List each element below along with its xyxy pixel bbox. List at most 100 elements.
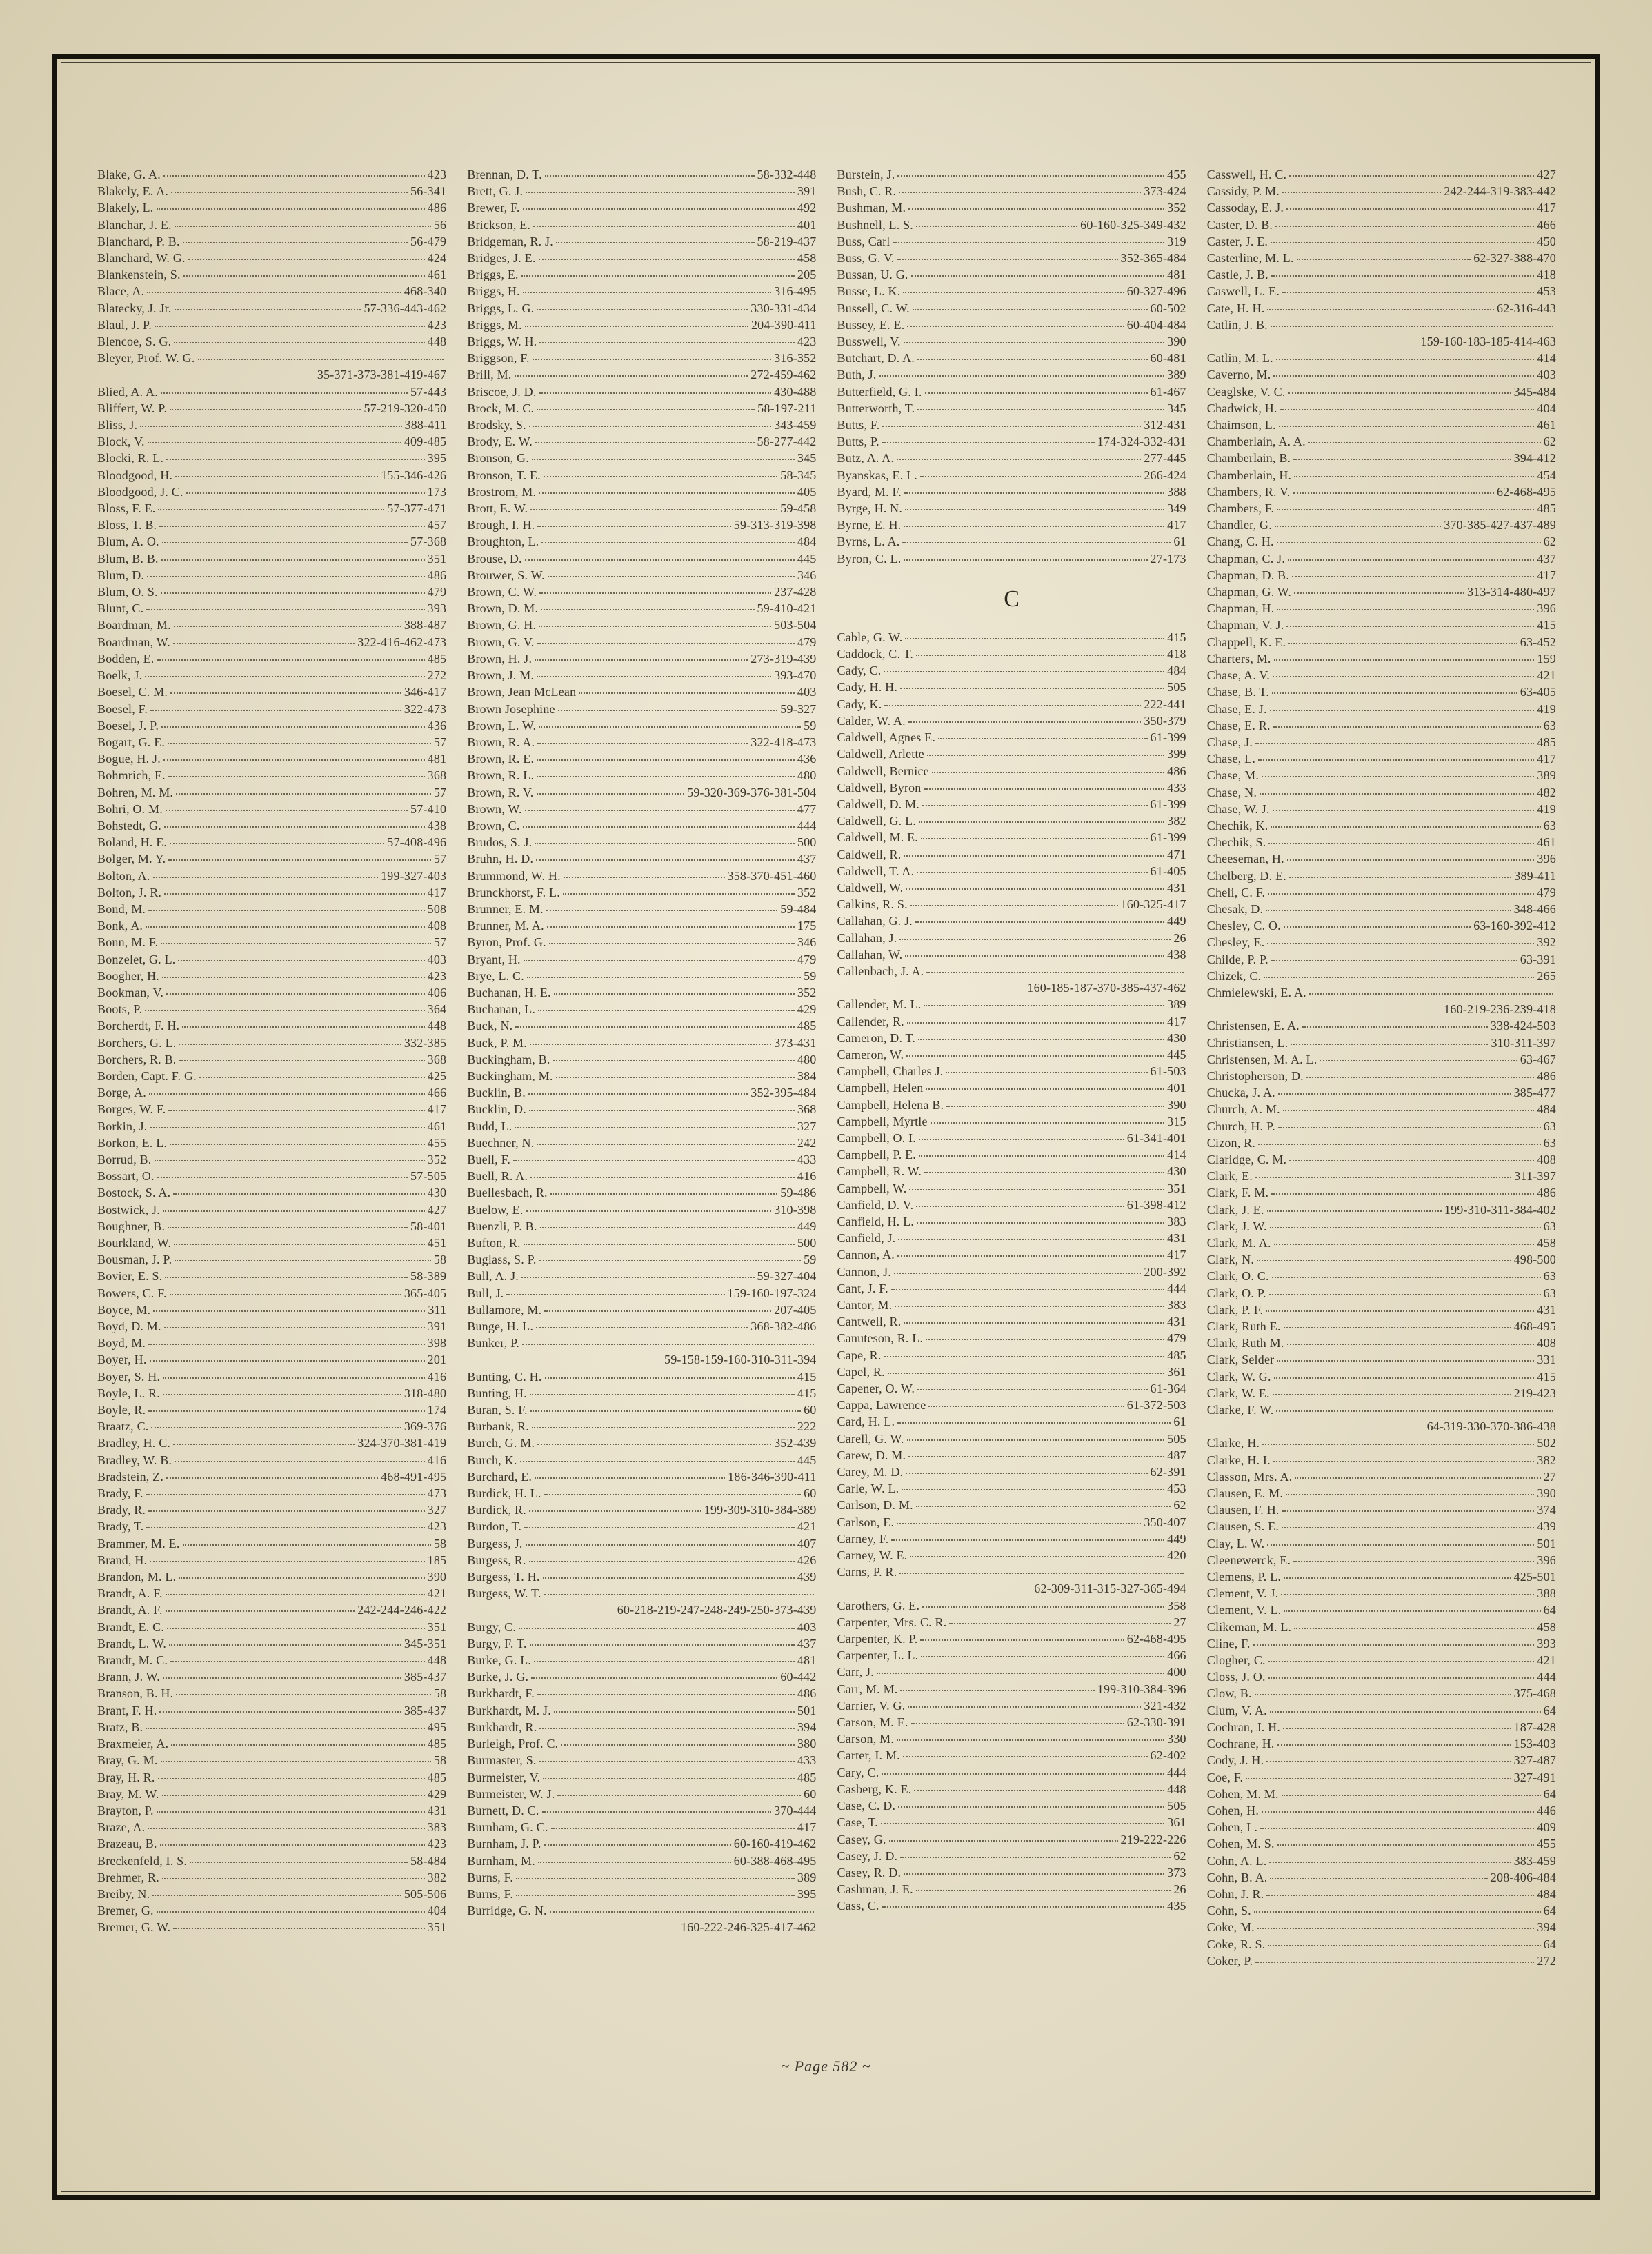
entry-name: Burdick, H. L. — [467, 1486, 541, 1501]
entry-pages: 63 — [1543, 1135, 1556, 1150]
index-entry: Broughton, L. 484 — [467, 533, 816, 550]
entry-name: Bull, A. J. — [467, 1269, 519, 1284]
entry-name: Burke, G. L. — [467, 1653, 532, 1668]
dot-leader — [1294, 592, 1465, 595]
entry-pages: 346 — [797, 568, 817, 582]
dot-leader — [531, 459, 795, 461]
entry-name: Cady, C. — [837, 664, 882, 678]
index-entry: Boesel, J. P. 436 — [97, 717, 446, 734]
index-entry: Bronson, G. 345 — [467, 450, 816, 466]
entry-pages: 62-468-495 — [1126, 1632, 1186, 1646]
entry-name: Clay, L. W. — [1206, 1536, 1265, 1550]
index-entry: Christensen, E. A. 338-424-503 — [1207, 1017, 1556, 1034]
index-entry: Chesak, D. 348-466 — [1207, 901, 1556, 917]
dot-leader — [1271, 241, 1535, 243]
entry-pages: 352 — [797, 885, 817, 899]
dot-leader — [1277, 509, 1535, 511]
index-entry: Claridge, C. M. 408 — [1207, 1151, 1556, 1168]
index-entry: Burgess, W. T. 60-218-219-247-248-249-250… — [467, 1585, 816, 1618]
index-entry: Bushman, M. 352 — [837, 199, 1186, 216]
dot-leader — [1282, 192, 1442, 194]
dot-leader — [519, 1460, 795, 1462]
entry-pages: 424 — [427, 251, 447, 266]
entry-name: Borchers, R. B. — [97, 1052, 177, 1066]
entry-pages: 57-368 — [410, 535, 447, 549]
dot-leader — [528, 1093, 748, 1095]
index-entry: Clark, J. W. 63 — [1207, 1218, 1556, 1235]
index-entry: Bushnell, L. S. 60-160-325-349-432 — [837, 217, 1186, 233]
dot-leader — [538, 259, 795, 261]
index-column-3: Burstein, J. 455 Bush, C. R. 373-424 Bushman… — [837, 166, 1186, 1915]
entry-pages: 382 — [1167, 814, 1186, 828]
index-entry: Brazeau, B. 423 — [97, 1835, 446, 1852]
dot-leader — [910, 1723, 1124, 1725]
dot-leader — [186, 492, 425, 494]
entry-pages: 204-390-411 — [750, 317, 817, 332]
dot-leader — [170, 692, 401, 695]
index-entry: Buell, F. 433 — [467, 1151, 816, 1168]
index-entry: Bolton, J. R. 417 — [97, 884, 446, 901]
dot-leader — [148, 909, 425, 911]
entry-name: Cassidy, P. M. — [1206, 184, 1280, 199]
entry-pages: 417 — [427, 1102, 447, 1117]
entry-name: Boyle, R. — [97, 1403, 146, 1417]
index-entry: Buran, S. F. 60 — [467, 1402, 816, 1418]
entry-pages: 58-219-437 — [757, 234, 817, 248]
index-entry: Cizon, R. 63 — [1207, 1135, 1556, 1151]
dot-leader — [539, 492, 795, 494]
index-entry: Brudos, S. J. 500 — [467, 834, 816, 850]
entry-pages: 403 — [797, 1619, 817, 1634]
entry-name: Burkhardt, F. — [467, 1686, 535, 1701]
entry-name: Carter, I. M. — [837, 1748, 900, 1763]
entry-name: Campbell, W. — [837, 1181, 907, 1195]
index-entry: Brouse, D. 445 — [467, 550, 816, 567]
entry-name: Burstein, J. — [837, 168, 895, 181]
entry-name: Caldwell, G. L. — [837, 814, 916, 828]
entry-name: Chizek, C. — [1206, 968, 1262, 983]
entry-name: Burmeister, W. J. — [467, 1786, 555, 1801]
dot-leader — [541, 609, 755, 611]
index-entry: Burke, G. L. 481 — [467, 1652, 816, 1668]
entry-pages: 159-160-197-324 — [727, 1286, 817, 1300]
entry-pages: 484 — [1537, 1886, 1556, 1901]
index-entry: Brunner, M. A. 175 — [467, 917, 816, 934]
dot-leader — [900, 688, 1165, 690]
index-entry: Card, H. L. 61 — [837, 1413, 1186, 1430]
entry-pages: 385-477 — [1513, 1086, 1556, 1100]
dot-leader — [150, 709, 401, 711]
entry-pages: 486 — [1537, 1068, 1556, 1083]
index-entry: Bovier, E. S. 58-389 — [97, 1268, 446, 1284]
dot-leader — [910, 905, 1118, 907]
dot-leader — [916, 1221, 1165, 1224]
index-entry: Clausen, E. M. 390 — [1207, 1485, 1556, 1502]
entry-pages: 409-485 — [404, 435, 447, 449]
index-entry: Clarke, F. W. 64-319-330-370-386-438 — [1207, 1402, 1556, 1435]
entry-pages: 433 — [797, 1753, 817, 1768]
index-entry: Cashman, J. E. 26 — [837, 1881, 1186, 1897]
dot-leader — [166, 459, 425, 461]
entry-pages: 373-431 — [774, 1035, 817, 1050]
index-entry: Casey, G. 219-222-226 — [837, 1831, 1186, 1848]
index-entry: Cant, J. F. 444 — [837, 1280, 1186, 1297]
entry-name: Cohn, B. A. — [1206, 1870, 1268, 1884]
index-entry: Blatecky, J. Jr. 57-336-443-462 — [97, 300, 446, 317]
entry-pages: 351 — [1167, 1181, 1186, 1195]
dot-leader — [529, 1644, 795, 1646]
index-entry: Breckenfeld, I. S. 58-484 — [97, 1853, 446, 1869]
entry-pages: 453 — [1167, 1482, 1186, 1496]
index-entry: Burnham, J. P. 60-160-419-462 — [467, 1835, 816, 1852]
dot-leader — [1273, 375, 1535, 377]
dot-leader — [1271, 1193, 1535, 1195]
entry-name: Boots, P. — [97, 1002, 143, 1017]
entry-pages: 438 — [1167, 947, 1186, 961]
entry-pages: 492 — [797, 201, 817, 215]
entry-pages: 201 — [427, 1353, 447, 1367]
entry-name: Bronson, T. E. — [467, 468, 541, 482]
entry-pages: 415 — [797, 1386, 817, 1400]
entry-name: Butterworth, T. — [837, 401, 915, 415]
entry-name: Cohn, S. — [1206, 1904, 1251, 1918]
entry-name: Bradley, W. B. — [97, 1453, 172, 1467]
entry-name: Chase, E. R. — [1206, 718, 1271, 732]
entry-pages: 186-346-390-411 — [728, 1469, 817, 1484]
entry-name: Canfield, J. — [837, 1231, 896, 1246]
